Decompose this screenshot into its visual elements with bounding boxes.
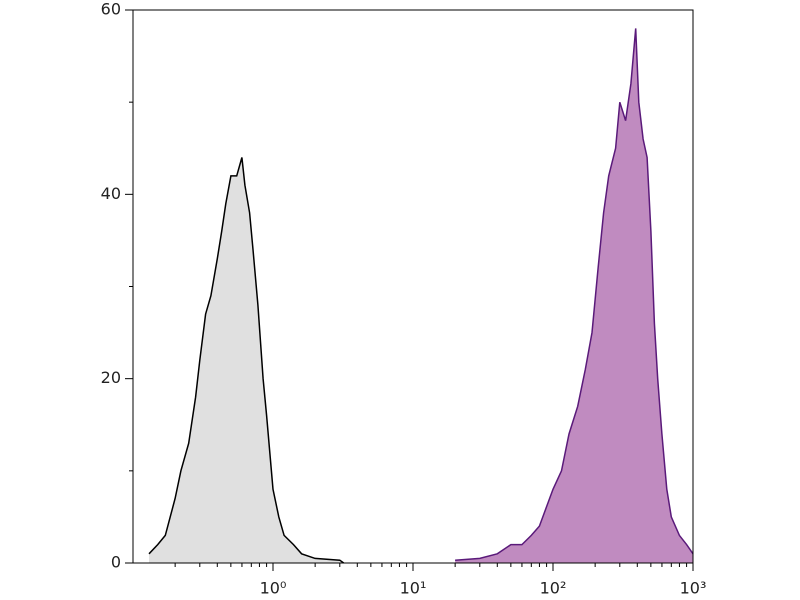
- area-fill: [455, 28, 693, 563]
- y-tick-label: 60: [101, 0, 121, 19]
- x-tick-label: 10³: [680, 579, 707, 598]
- histogram-line: [148, 157, 345, 564]
- x-tick-label: 10⁰: [260, 579, 287, 598]
- y-tick-label: 0: [111, 553, 121, 572]
- area-fill: [149, 157, 344, 563]
- x-tick-label: 10²: [540, 579, 567, 598]
- y-tick-label: 40: [101, 184, 121, 203]
- y-tick-label: 20: [101, 368, 121, 387]
- x-tick-label: 10¹: [400, 579, 427, 598]
- histogram-line: [455, 28, 694, 561]
